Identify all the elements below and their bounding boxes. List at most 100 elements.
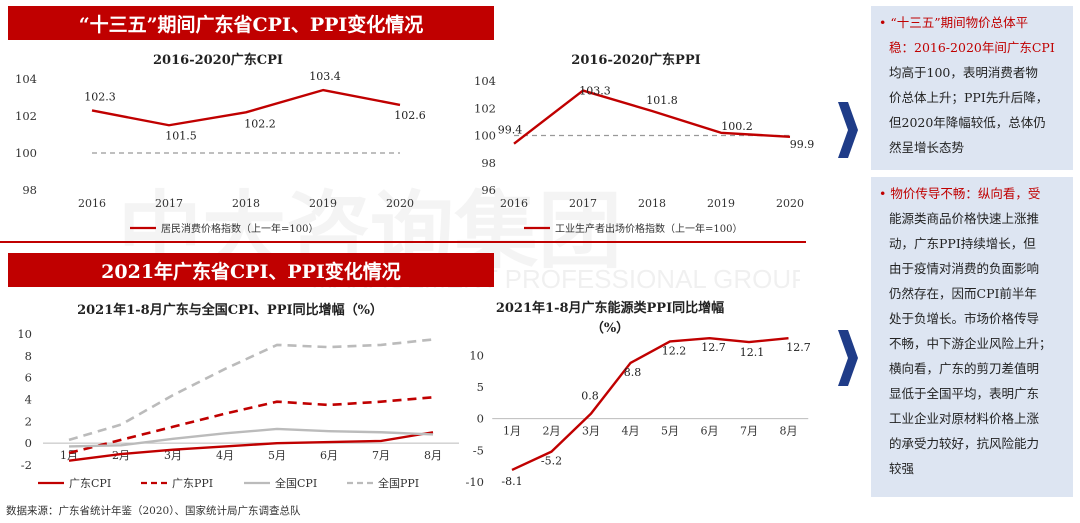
x-tick-label: 1月	[503, 425, 521, 438]
y-tick-label: 4	[25, 393, 32, 407]
y-tick-label: -2	[21, 458, 32, 472]
panel-text-line: 均高于100，表明消费者物	[879, 60, 1065, 85]
chevron-right-icon	[838, 102, 858, 158]
data-label: -5.2	[541, 455, 562, 468]
bullet-icon: •	[879, 186, 887, 201]
legend-label: 广东CPI	[69, 477, 111, 490]
panel-text: 不畅，中下游企业风险上升；	[889, 336, 1052, 351]
panel-text: 横向看，广东的剪刀差值明	[889, 361, 1040, 376]
y-tick-label: 10	[469, 348, 484, 362]
panel-text-line: 显低于全国平均，表明广东	[879, 381, 1065, 406]
panel-text-line: 横向看，广东的剪刀差值明	[879, 356, 1065, 381]
legend-label: 全国CPI	[275, 476, 317, 490]
x-tick-label: 8月	[424, 449, 442, 462]
chevron-right-icon	[838, 330, 858, 386]
y-tick-label: -10	[465, 475, 484, 489]
panel-text: 稳：2016-2020年间广东CPI	[889, 40, 1055, 55]
panel-text: 能源类商品价格快速上涨推	[889, 211, 1040, 226]
data-label: 101.8	[646, 94, 678, 107]
ppi-2016-2020-chart: 2016-2020广东PPI 96 98 100 102 104 2016 2017 2018 2…	[474, 52, 815, 235]
y-tick-label: 102	[15, 109, 37, 123]
panel-text: 然呈增长态势	[889, 140, 965, 155]
panel-text-line: 能源类商品价格快速上涨推	[879, 206, 1065, 231]
y-tick-label: 98	[22, 183, 37, 197]
data-label: 101.5	[165, 129, 197, 142]
summary-panel-five-year: • “十三五”期间物价总体平稳：2016-2020年间广东CPI 均高于100，表…	[871, 6, 1073, 170]
x-tick-label: 2月	[112, 449, 130, 462]
panel-text: 显低于全国平均，表明广东	[889, 386, 1040, 401]
x-tick-label: 2018	[232, 197, 260, 210]
series-line-3	[68, 338, 434, 442]
y-tick-label: 100	[15, 146, 37, 160]
x-tick-label: 3月	[164, 449, 182, 462]
series-line-1	[68, 396, 434, 455]
x-tick-label: 2018	[638, 197, 666, 210]
x-tick-label: 8月	[780, 425, 798, 438]
y-tick-label: 98	[481, 156, 496, 170]
y-tick-label: 100	[474, 129, 496, 143]
section-divider	[0, 241, 806, 243]
x-tick-label: 2020	[386, 197, 414, 210]
panel-text-line: 较强	[879, 456, 1065, 481]
y-tick-label: 5	[477, 380, 484, 394]
panel-text: 动，广东PPI持续增长，但	[889, 236, 1036, 251]
data-label: 12.2	[662, 344, 687, 357]
panel-text: 但2020年降幅较低，总体仍	[889, 115, 1046, 130]
x-tick-label: 2016	[78, 197, 106, 210]
y-tick-label: 2	[25, 414, 32, 428]
chart-title: 2021年1-8月广东能源类PPI同比增幅	[496, 300, 724, 316]
series-line-0	[68, 431, 434, 462]
data-label: 12.7	[701, 341, 726, 354]
series-line-2	[68, 427, 434, 448]
y-tick-label: 6	[25, 371, 32, 385]
x-tick-label: 2019	[309, 197, 337, 210]
panel-text-line: 动，广东PPI持续增长，但	[879, 231, 1065, 256]
legend-label: 工业生产者出场价格指数（上一年=100）	[555, 222, 742, 235]
bottom-section-banner: 2021年广东省CPI、PPI变化情况	[8, 253, 494, 287]
series-line-0	[511, 337, 789, 472]
x-tick-label: 5月	[268, 449, 286, 462]
top-section-banner: “十三五”期间广东省CPI、PPI变化情况	[8, 6, 494, 40]
panel-text: 工业企业对原材料价格上涨	[889, 411, 1040, 426]
panel-text: “十三五”期间物价总体平	[890, 15, 1029, 30]
data-label: 99.9	[790, 138, 815, 151]
x-tick-label: 2017	[569, 197, 597, 210]
y-tick-label: 102	[474, 101, 496, 115]
legend-label: 全国PPI	[378, 476, 419, 490]
gd-energy-ppi-2021-chart: 2021年1-8月广东能源类PPI同比增幅 （%） -10 -5 0 5 10 1月 2月 3月 4…	[465, 300, 810, 489]
y-tick-label: 96	[481, 183, 496, 197]
x-tick-label: 6月	[320, 449, 338, 462]
x-tick-label: 7月	[740, 425, 758, 438]
panel-text: 处于负增长。市场价格传导	[889, 311, 1040, 326]
bullet-icon: •	[879, 15, 887, 30]
x-tick-label: 7月	[372, 449, 390, 462]
panel-text-line: • “十三五”期间物价总体平	[879, 10, 1065, 35]
y-tick-label: 0	[477, 412, 484, 426]
summary-panel-price-transmission: • 物价传导不畅：纵向看，受 能源类商品价格快速上涨推 动，广东PPI持续增长，但由…	[871, 177, 1073, 497]
cpi-2016-2020-chart: 2016-2020广东CPI 98 100 102 104 2016 2017 2018 201…	[15, 52, 426, 235]
panel-text-line: 处于负增长。市场价格传导	[879, 306, 1065, 331]
series-line-0	[513, 89, 791, 145]
chart-title-unit: （%）	[591, 320, 629, 336]
data-label: 102.2	[244, 117, 276, 130]
panel-text: 均高于100，表明消费者物	[889, 65, 1038, 80]
panel-text: 物价传导不畅：纵向看，受	[890, 186, 1041, 201]
panel-text-line: 的承受力较好，抗风险能力	[879, 431, 1065, 456]
chart-title: 2016-2020广东PPI	[571, 52, 700, 68]
data-label: -8.1	[501, 475, 522, 488]
x-tick-label: 3月	[582, 425, 600, 438]
x-tick-label: 4月	[622, 425, 640, 438]
x-tick-label: 2016	[500, 197, 528, 210]
panel-text-line: 稳：2016-2020年间广东CPI	[879, 35, 1065, 60]
bottom-section-title: 2021年广东省CPI、PPI变化情况	[101, 260, 401, 283]
panel-text-line: 价总体上升；PPI先升后降，	[879, 85, 1065, 110]
chart-title: 2021年1-8月广东与全国CPI、PPI同比增幅（%）	[77, 302, 383, 318]
data-source-note: 数据来源：广东省统计年鉴（2020）、国家统计局广东调查总队	[6, 505, 301, 517]
panel-text: 价总体上升；PPI先升后降，	[889, 90, 1049, 105]
panel-text: 较强	[889, 461, 915, 476]
panel-text: 由于疫情对消费的负面影响	[889, 261, 1040, 276]
chart-title: 2016-2020广东CPI	[153, 52, 283, 68]
panel-text-line: 由于疫情对消费的负面影响	[879, 256, 1065, 281]
panel-text-line: 不畅，中下游企业风险上升；	[879, 331, 1065, 356]
